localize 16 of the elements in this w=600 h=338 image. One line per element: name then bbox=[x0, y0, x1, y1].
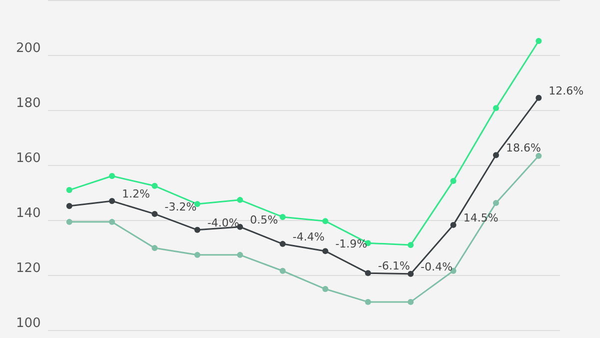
y-tick-label: 100 bbox=[16, 316, 41, 331]
annotation: -4.4% bbox=[292, 230, 325, 244]
annotation: -3.2% bbox=[164, 200, 197, 214]
y-tick-label: 140 bbox=[16, 206, 41, 221]
annotation: -4.0% bbox=[207, 216, 240, 230]
annotation: -0.4% bbox=[420, 260, 453, 274]
y-tick-label: 200 bbox=[16, 41, 41, 56]
annotation: -6.1% bbox=[378, 260, 410, 273]
y-tick-label: 120 bbox=[16, 261, 41, 276]
annotation: 0.5% bbox=[250, 213, 278, 226]
annotation: 12.6% bbox=[548, 84, 584, 98]
annotation: -1.9% bbox=[335, 238, 368, 251]
y-tick-label: 180 bbox=[16, 96, 41, 111]
annotation: 18.6% bbox=[506, 142, 541, 155]
y-tick-label: 160 bbox=[16, 151, 41, 166]
annotation: 1.2% bbox=[122, 188, 150, 201]
